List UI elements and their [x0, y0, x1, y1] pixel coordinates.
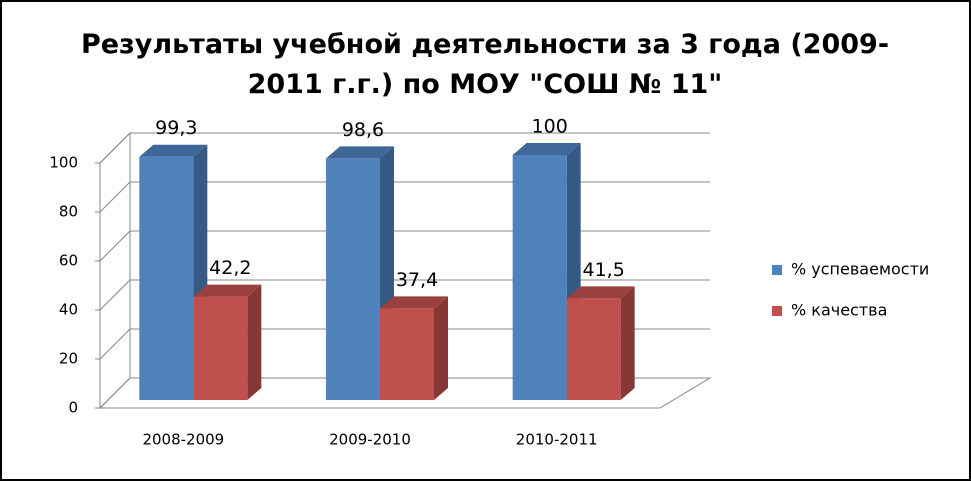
y-tick-label: 60 [59, 252, 78, 270]
y-tick-label: 80 [59, 203, 78, 221]
bar [139, 156, 194, 400]
bar-side [247, 284, 262, 400]
bar [193, 296, 248, 400]
y-tick-label: 40 [59, 301, 78, 319]
y-tick-label: 20 [59, 350, 78, 368]
x-tick-label: 2008-2009 [142, 431, 224, 449]
bar [326, 158, 380, 400]
value-label: 100 [532, 116, 568, 138]
y-tick-label: 100 [49, 154, 78, 172]
value-label: 98,6 [342, 119, 384, 141]
bar-top [380, 296, 448, 309]
bar-top [566, 286, 635, 299]
bar-top [326, 146, 394, 159]
grid-line [99, 132, 710, 164]
legend-label: % качества [791, 301, 887, 320]
chart-title: Результаты учебной деятельности за 3 год… [81, 29, 889, 100]
legend-label: % успеваемости [791, 260, 929, 279]
legend-swatch [772, 265, 782, 275]
value-label: 41,5 [583, 259, 625, 281]
bar [566, 298, 621, 400]
bar [380, 308, 434, 400]
bar [512, 155, 567, 400]
value-label: 42,2 [209, 257, 251, 279]
y-tick-label: 0 [68, 399, 78, 417]
bar-top [139, 144, 208, 157]
x-tick-label: 2010-2011 [516, 431, 598, 449]
bar-side [434, 296, 448, 400]
bar-side [620, 286, 635, 400]
bar-top [512, 143, 581, 155]
value-label: 37,4 [396, 269, 438, 291]
value-label: 99,3 [155, 117, 197, 139]
legend-swatch [772, 306, 782, 316]
bar-top [193, 284, 262, 297]
x-tick-label: 2009-2010 [329, 431, 411, 449]
